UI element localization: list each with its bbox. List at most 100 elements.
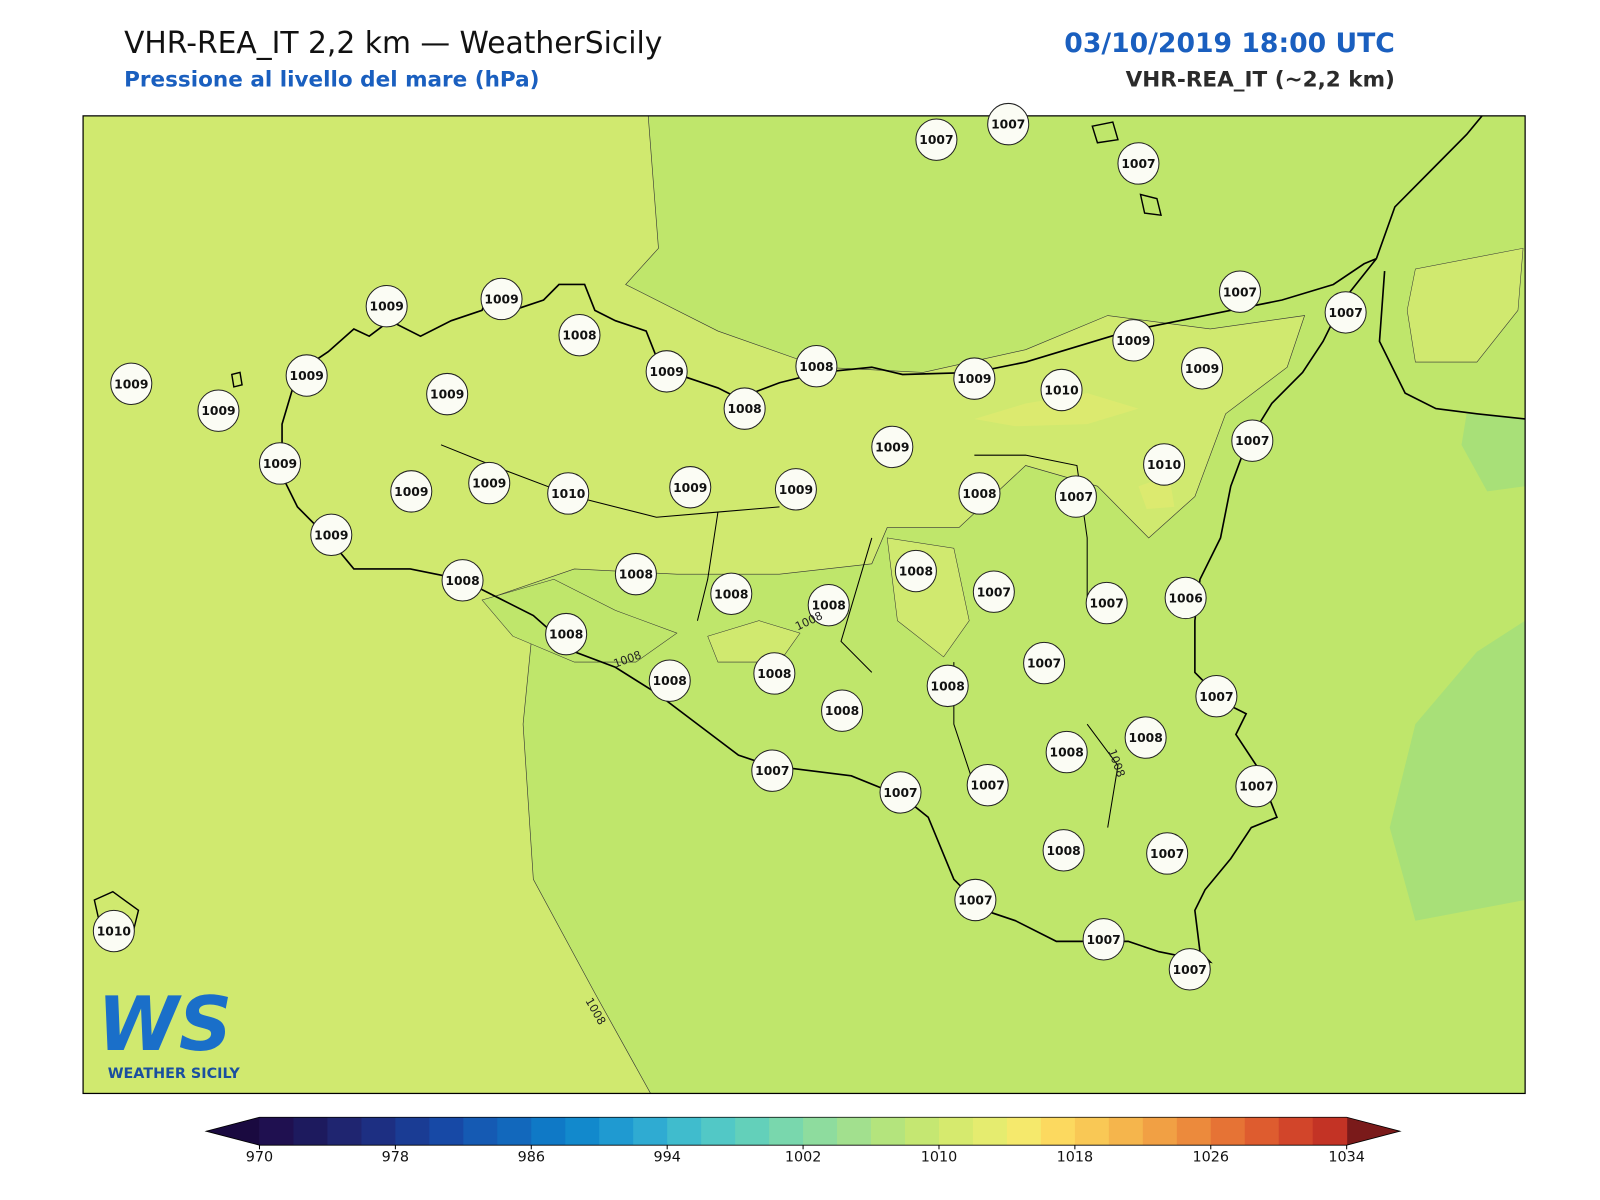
station-marker	[441, 559, 484, 602]
station-marker	[953, 357, 996, 400]
colorbar-bin	[735, 1117, 770, 1146]
station-marker	[723, 387, 766, 430]
station-value: 1007	[1235, 434, 1269, 448]
station-value: 1007	[1059, 490, 1093, 504]
station-value: 1007	[1150, 847, 1184, 861]
station-value: 1007	[1173, 963, 1207, 977]
colorbar-bin	[497, 1117, 532, 1146]
colorbar-tick-label: 1018	[1057, 1150, 1094, 1166]
station-marker	[1045, 730, 1088, 774]
colorbar-under	[206, 1117, 260, 1146]
station-marker	[1195, 675, 1238, 718]
station-marker	[545, 612, 588, 656]
station-marker	[197, 389, 240, 432]
station-marker	[966, 763, 1009, 807]
pressure-1006-area	[1461, 413, 1526, 492]
colorbar-bin	[633, 1117, 668, 1146]
title: VHR-REA_IT 2,2 km — WeatherSicily	[124, 26, 662, 61]
station-value: 1008	[757, 667, 791, 681]
logo: WS WEATHER SICILY	[97, 982, 240, 1082]
station-marker	[390, 470, 433, 513]
station-marker	[310, 513, 353, 557]
station-value: 1007	[1090, 597, 1124, 611]
colorbar-bin	[667, 1117, 702, 1146]
colorbar-bin	[701, 1117, 736, 1146]
station-value: 1008	[619, 568, 653, 582]
colorbar-bin	[1312, 1117, 1348, 1146]
station-value: 1007	[883, 786, 917, 800]
station-marker	[1143, 443, 1186, 486]
colorbar-bin	[769, 1117, 804, 1146]
colorbar-bin	[1108, 1117, 1144, 1146]
colorbar-tick-label: 1026	[1193, 1150, 1230, 1166]
station-value: 1010	[1147, 458, 1182, 472]
station-marker	[915, 118, 958, 161]
colorbar-bin	[1142, 1117, 1178, 1146]
station-value: 1009	[370, 300, 404, 314]
station-marker	[1082, 918, 1125, 961]
colorbar-tick-label: 1010	[921, 1150, 958, 1166]
station-value: 1009	[263, 457, 297, 471]
station-value: 1009	[430, 388, 464, 402]
colorbar-bin	[871, 1117, 906, 1146]
station-value: 1008	[727, 402, 761, 416]
station-value: 1010	[1044, 384, 1079, 398]
station-value: 1008	[1129, 731, 1163, 745]
station-marker	[258, 442, 302, 485]
station-marker	[871, 425, 914, 469]
station-value: 1007	[1027, 657, 1061, 671]
colorbar-bin	[1006, 1117, 1042, 1146]
islands	[93, 121, 1162, 938]
station-marker	[426, 372, 469, 416]
colorbar-bin	[293, 1117, 328, 1146]
station-marker	[987, 102, 1030, 146]
station-marker	[821, 689, 864, 732]
station-value: 1008	[799, 360, 833, 374]
station-value: 1009	[114, 377, 148, 391]
station-marker	[1023, 641, 1066, 685]
datetime: 03/10/2019 18:00 UTC	[1064, 28, 1395, 59]
colorbar-tick-label: 994	[653, 1150, 680, 1166]
station-marker	[1231, 419, 1274, 462]
station-marker	[1164, 576, 1207, 620]
colorbar-bin	[1278, 1117, 1314, 1146]
station-value: 1008	[1046, 844, 1080, 858]
colorbar-bin	[938, 1117, 974, 1146]
logo-name: WEATHER SICILY	[108, 1066, 241, 1082]
colorbar-over	[1346, 1117, 1400, 1146]
station-marker	[92, 909, 135, 953]
station-marker	[558, 313, 601, 357]
station-marker	[1235, 765, 1278, 808]
station-marker	[751, 749, 794, 792]
station-value: 1008	[653, 674, 687, 688]
station-value: 1009	[484, 292, 518, 306]
station-value: 1010	[97, 925, 132, 939]
station-value: 1008	[714, 587, 748, 601]
subtitle: Pressione al livello del mare (hPa)	[124, 68, 539, 93]
pressure-1009-area	[1406, 247, 1524, 363]
colorbar-tick-label: 1002	[785, 1150, 822, 1166]
station-marker	[1042, 829, 1085, 872]
station-value: 1008	[1050, 746, 1084, 760]
colorbar-bin	[1210, 1117, 1246, 1146]
colorbar-bin	[1244, 1117, 1280, 1146]
colorbar-bin	[361, 1117, 396, 1146]
station-value: 1008	[445, 574, 479, 588]
sicily-coastline	[281, 257, 1378, 964]
station-value: 1009	[1116, 334, 1150, 348]
station-marker	[958, 472, 1001, 515]
station-value: 1009	[650, 365, 684, 379]
colorbar-tick-label: 1034	[1328, 1150, 1365, 1166]
model-label: VHR-REA_IT (~2,2 km)	[1126, 68, 1395, 93]
station-value: 1009	[201, 404, 235, 418]
station-value: 1008	[931, 679, 965, 693]
station-value: 1008	[549, 628, 583, 642]
station-value: 1007	[1199, 690, 1233, 704]
colorbar-bin	[1074, 1117, 1110, 1146]
station-marker	[894, 549, 937, 593]
station-value: 1007	[1329, 306, 1363, 320]
colorbar-tick-label: 970	[246, 1150, 273, 1166]
station-marker	[669, 466, 712, 509]
colorbar-bin	[1040, 1117, 1076, 1146]
